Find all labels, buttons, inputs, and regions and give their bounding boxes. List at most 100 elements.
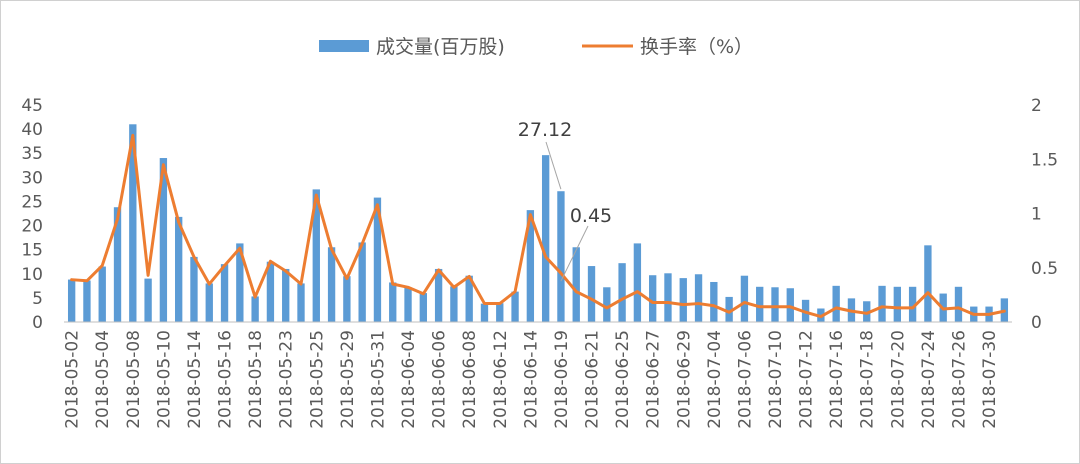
x-tick-label: 2018-06-14 xyxy=(521,330,541,429)
x-tick-label: 2018-05-18 xyxy=(246,330,266,429)
volume-bar xyxy=(664,273,672,322)
volume-bar xyxy=(190,256,198,322)
volume-bar xyxy=(893,286,901,322)
volume-bar xyxy=(113,207,122,322)
volume-bar xyxy=(740,275,749,322)
x-tick-label: 2018-06-06 xyxy=(430,330,450,429)
y-right-tick-label: 0 xyxy=(1031,313,1042,333)
volume-bar xyxy=(373,197,382,322)
y-left-tick-label: 25 xyxy=(21,192,43,212)
turnover-line xyxy=(70,133,1006,319)
volume-bar xyxy=(587,266,596,322)
volume-bar xyxy=(389,282,397,322)
x-tick-label: 2018-06-25 xyxy=(613,330,633,429)
volume-bar xyxy=(557,191,565,322)
volume-bar xyxy=(756,286,764,322)
volume-bar xyxy=(327,247,336,322)
y-right-tick-label: 1.5 xyxy=(1031,150,1058,170)
volume-bar xyxy=(175,216,183,322)
y-left-tick-label: 15 xyxy=(21,241,43,261)
annotation-leader-volume xyxy=(545,141,562,190)
volume-bar xyxy=(863,301,871,322)
x-tick-label: 2018-07-26 xyxy=(950,330,970,429)
x-tick-label: 2018-07-30 xyxy=(980,330,1000,429)
volume-bar xyxy=(603,287,611,322)
volume-bar xyxy=(694,274,703,322)
y-left-tick-label: 5 xyxy=(32,289,43,309)
x-tick-label: 2018-05-10 xyxy=(154,330,174,429)
x-tick-label: 2018-07-06 xyxy=(735,330,755,429)
x-tick-label: 2018-06-19 xyxy=(552,330,572,429)
volume-bar xyxy=(771,287,779,322)
volume-bar xyxy=(312,189,320,322)
x-tick-label: 2018-06-04 xyxy=(399,330,419,429)
volume-bar xyxy=(679,278,687,322)
volume-bar xyxy=(924,245,932,322)
x-tick-label: 2018-07-04 xyxy=(705,330,725,429)
volume-bar xyxy=(511,291,519,322)
x-tick-label: 2018-07-24 xyxy=(919,330,939,429)
volume-bar xyxy=(649,275,657,322)
volume-bar xyxy=(236,243,244,322)
x-tick-label: 2018-06-27 xyxy=(644,330,664,429)
x-tick-label: 2018-05-16 xyxy=(216,330,236,429)
volume-bar xyxy=(220,264,229,322)
volume-bar xyxy=(633,243,642,322)
y-left-tick-label: 30 xyxy=(21,168,43,188)
x-tick-label: 2018-05-08 xyxy=(124,330,144,429)
volume-bar xyxy=(251,296,259,322)
y-left-tick-label: 40 xyxy=(21,120,43,140)
volume-bar xyxy=(404,287,412,322)
volume-bar xyxy=(541,155,550,322)
volume-bar xyxy=(159,158,168,322)
volume-bar xyxy=(282,268,290,322)
volume-bar xyxy=(954,286,963,322)
volume-bar xyxy=(297,283,305,322)
volume-bar xyxy=(908,286,917,322)
volume-bar xyxy=(832,285,840,322)
x-tick-label: 2018-06-21 xyxy=(583,330,603,429)
x-tick-label: 2018-05-04 xyxy=(93,330,113,429)
y-right-tick-label: 2 xyxy=(1031,96,1042,116)
x-tick-label: 2018-07-12 xyxy=(797,330,817,429)
x-tick-label: 2018-05-25 xyxy=(307,330,327,429)
annotation-leader-turnover xyxy=(560,225,589,282)
y-right-tick-label: 1 xyxy=(1031,205,1042,225)
volume-bar xyxy=(205,283,213,322)
volume-bar xyxy=(129,124,137,322)
x-tick-label: 2018-06-08 xyxy=(460,330,480,429)
volume-bar xyxy=(434,268,443,322)
volume-bar xyxy=(618,263,626,322)
y-left-tick-label: 45 xyxy=(21,96,43,116)
x-tick-label: 2018-07-16 xyxy=(827,330,847,429)
volume-bar xyxy=(98,266,106,322)
x-tick-label: 2018-05-02 xyxy=(63,330,83,429)
volume-bar xyxy=(496,303,504,322)
x-tick-label: 2018-05-14 xyxy=(185,330,205,429)
x-tick-label: 2018-05-29 xyxy=(338,330,358,429)
x-tick-label: 2018-07-10 xyxy=(766,330,786,429)
y-left-tick-label: 0 xyxy=(32,313,43,333)
x-tick-label: 2018-06-12 xyxy=(491,330,511,429)
volume-bar xyxy=(878,285,886,322)
volume-bar xyxy=(343,276,351,322)
volume-bar xyxy=(572,247,580,322)
volume-bar xyxy=(358,242,366,322)
volume-bar xyxy=(725,296,733,322)
legend-volume-swatch xyxy=(319,40,369,52)
volume-bar xyxy=(786,288,794,322)
legend-volume-label: 成交量(百万股) xyxy=(376,36,505,58)
volume-bar xyxy=(480,303,489,322)
volume-bar xyxy=(144,278,152,322)
y-right-tick-label: 0.5 xyxy=(1031,259,1058,279)
volume-bar xyxy=(710,281,718,322)
volume-bar xyxy=(419,293,427,322)
volume-bar xyxy=(83,280,91,322)
legend-turnover-label: 换手率（%） xyxy=(640,36,753,58)
y-left-tick-label: 20 xyxy=(21,217,43,237)
y-left-tick-label: 10 xyxy=(21,265,43,285)
volume-bar xyxy=(450,286,458,322)
volume-bar xyxy=(67,279,76,322)
volume-bar xyxy=(526,210,535,322)
